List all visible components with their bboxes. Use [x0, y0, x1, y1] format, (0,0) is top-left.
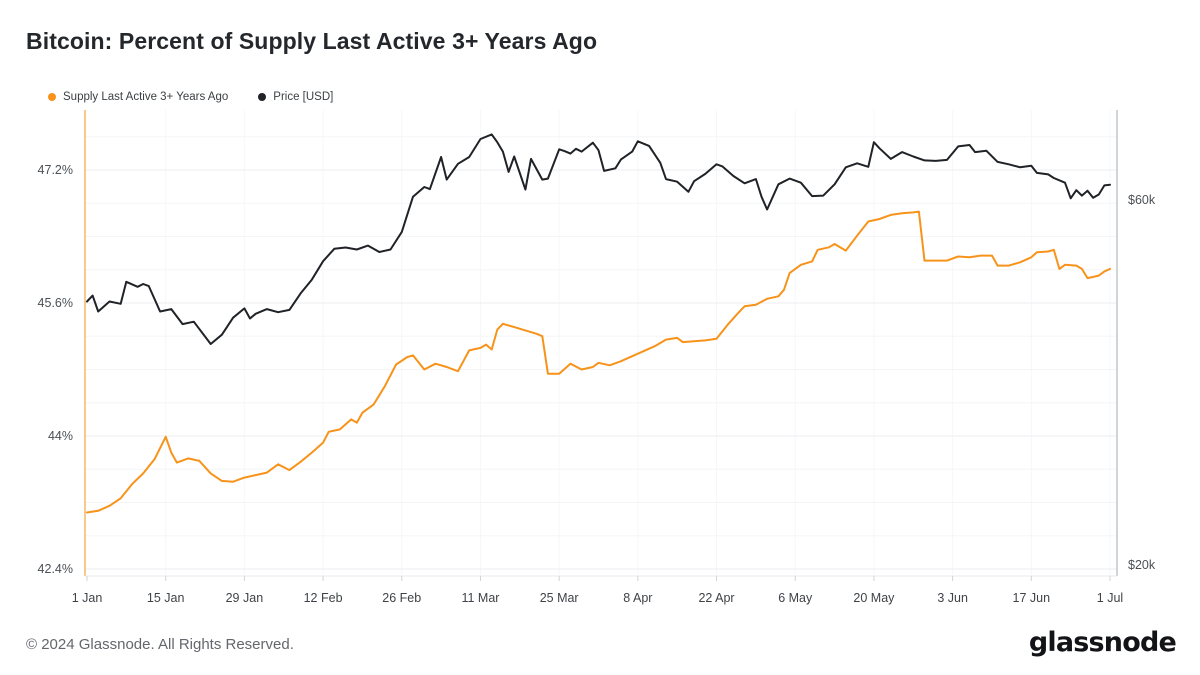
x-axis-label: 29 Jan — [226, 591, 264, 605]
x-axis-label: 1 Jan — [72, 591, 103, 605]
x-axis-label: 15 Jan — [147, 591, 185, 605]
supply-series-dot-icon — [48, 93, 56, 101]
copyright-text: © 2024 Glassnode. All Rights Reserved. — [26, 636, 294, 653]
price-line-series — [86, 133, 1111, 345]
left-axis-label: 45.6% — [38, 296, 73, 310]
legend-item-price[interactable]: Price [USD] — [258, 91, 333, 103]
right-axis-label: $20k — [1128, 558, 1156, 572]
legend-label-supply: Supply Last Active 3+ Years Ago — [63, 91, 229, 103]
legend-item-supply[interactable]: Supply Last Active 3+ Years Ago — [48, 91, 228, 103]
x-axis-label: 6 May — [778, 591, 813, 605]
x-axis-label: 26 Feb — [382, 591, 421, 605]
price-series-dot-icon — [258, 93, 267, 101]
x-axis-label: 8 Apr — [623, 591, 652, 605]
chart-legend: Supply Last Active 3+ Years Ago Price [U… — [48, 91, 333, 103]
page-title: Bitcoin: Percent of Supply Last Active 3… — [26, 28, 598, 54]
x-axis-label: 22 Apr — [698, 591, 734, 605]
x-axis-label: 17 Jun — [1013, 591, 1051, 605]
x-axis-label: 25 Mar — [540, 591, 579, 605]
left-axis-label: 42.4% — [38, 562, 73, 576]
x-axis-label: 1 Jul — [1097, 591, 1123, 605]
x-axis-label: 3 Jun — [937, 591, 968, 605]
supply-line-series — [86, 210, 1111, 514]
legend-label-price: Price [USD] — [273, 91, 334, 103]
x-axis-label: 20 May — [853, 591, 895, 605]
x-axis-label: 11 Mar — [461, 591, 499, 605]
right-axis-label: $60k — [1128, 193, 1156, 207]
left-axis-label: 44% — [48, 429, 73, 443]
line-chart-canvas[interactable]: 1 Jan 15 Jan 29 Jan 12 Feb 26 Feb 11 Mar 25 Ma… — [0, 105, 1200, 610]
x-axis-label: 12 Feb — [304, 591, 343, 605]
left-axis-label: 47.2% — [38, 163, 73, 177]
glassnode-logo: glassnode — [1028, 627, 1177, 658]
